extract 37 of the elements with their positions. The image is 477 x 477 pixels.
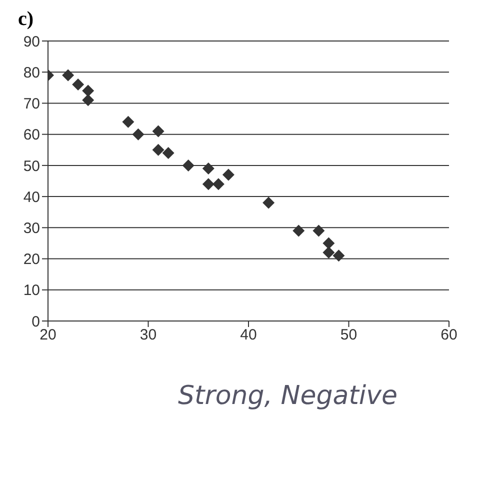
y-tick-label: 50: [23, 158, 40, 175]
point: [222, 168, 234, 181]
x-tick-label: 30: [140, 326, 157, 344]
point: [162, 147, 174, 159]
y-tick-label: 70: [23, 96, 40, 113]
point: [182, 159, 194, 172]
y-tick-label: 30: [23, 220, 40, 237]
point: [332, 250, 345, 262]
point: [202, 178, 214, 190]
point: [132, 128, 144, 140]
text: Strong, Negative: [178, 381, 398, 411]
point: [152, 125, 164, 138]
point: [312, 224, 325, 237]
point: [122, 116, 134, 128]
x-tick-label: 60: [440, 326, 458, 344]
y-tick-label: 90: [23, 33, 40, 50]
y-tick-label: 40: [23, 188, 40, 206]
point: [72, 78, 84, 91]
y-tick-label: 0: [32, 313, 40, 330]
point: [152, 144, 164, 156]
point: [262, 196, 275, 209]
chart-title: c): [18, 8, 35, 31]
y-tick-label: 80: [23, 64, 40, 82]
point: [292, 224, 305, 237]
x-tick-label: 40: [240, 326, 257, 344]
x-tick-label: 50: [340, 326, 358, 344]
point: [62, 69, 74, 82]
point: [212, 178, 224, 190]
point: [82, 94, 94, 106]
x-tick-label: 20: [40, 326, 56, 344]
y-tick-label: 10: [23, 282, 40, 300]
y-tick-label: 20: [23, 251, 40, 268]
y-tick-label: 60: [23, 126, 40, 144]
point: [202, 162, 214, 175]
point: [322, 246, 335, 259]
point: [322, 237, 335, 250]
point: [82, 84, 94, 97]
